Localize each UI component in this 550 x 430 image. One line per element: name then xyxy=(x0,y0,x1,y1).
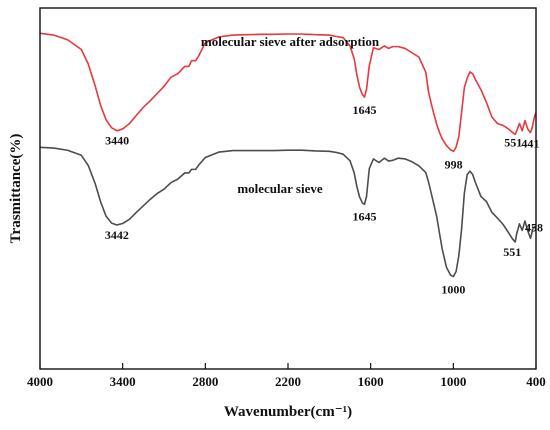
peak-label: 458 xyxy=(525,220,543,234)
x-tick-label: 3400 xyxy=(110,374,136,389)
series-label-molecular-sieve: molecular sieve xyxy=(237,181,323,196)
peak-label: 551 xyxy=(503,245,521,259)
x-tick-label: 2200 xyxy=(275,374,301,389)
x-axis-label: Wavenumber(cm⁻¹) xyxy=(224,404,352,420)
x-tick-label: 1000 xyxy=(440,374,466,389)
axes: 4000 3400 2800 2200 1600 1000 400 xyxy=(27,7,546,389)
peak-label: 3440 xyxy=(105,134,129,148)
series-label-after-adsorption: molecular sieve after adsorption xyxy=(201,34,380,49)
series-line-molecular-sieve xyxy=(39,146,537,278)
x-tick-label: 1600 xyxy=(358,374,384,389)
x-tick-label: 4000 xyxy=(27,374,53,389)
peak-label: 1000 xyxy=(441,283,465,297)
peak-label: 998 xyxy=(445,157,463,171)
peak-label: 441 xyxy=(521,137,539,151)
peak-label: 551 xyxy=(504,135,522,149)
y-axis-label: Trasmittance(%) xyxy=(8,134,24,244)
peak-label: 3442 xyxy=(105,228,129,242)
plot-area xyxy=(39,32,537,278)
x-tick-label: 2800 xyxy=(192,374,218,389)
x-tick-label: 400 xyxy=(526,374,546,389)
peak-label: 1645 xyxy=(352,103,376,117)
series-line-after-adsorption xyxy=(39,32,537,153)
peak-label: 1645 xyxy=(352,209,376,223)
